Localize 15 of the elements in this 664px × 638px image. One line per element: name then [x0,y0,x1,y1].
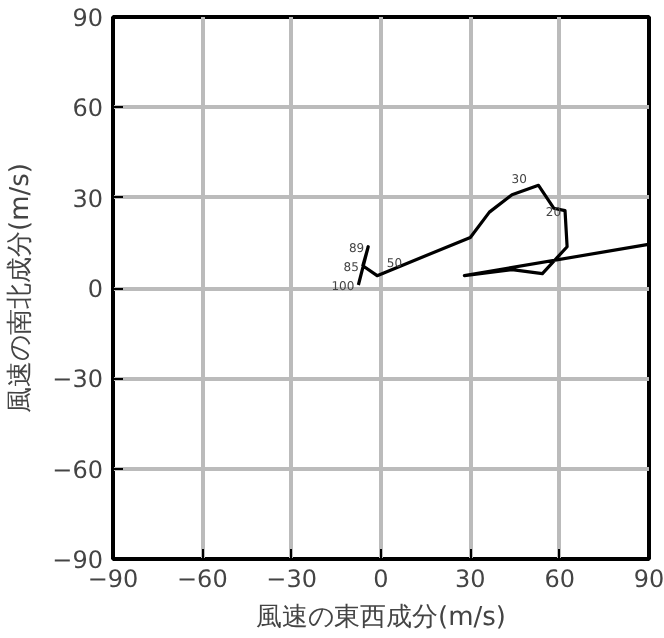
x-tick-label: −30 [266,565,317,593]
y-tick-label: −60 [52,455,104,484]
y-tick-label: −90 [52,546,104,574]
y-tick-label: 30 [72,184,104,213]
y-tick-label: 0 [87,275,104,303]
y-axis-title: 風速の南北成分(m/s) [6,163,37,413]
x-tick-label: 30 [455,565,486,593]
x-tick-label: −60 [177,565,228,593]
y-tick-label: 90 [72,4,104,32]
x-tick-label: 90 [633,565,664,593]
y-tick-label: 60 [72,94,104,123]
x-axis-title: 風速の東西成分(m/s) [256,603,506,633]
y-tick-label: −30 [52,365,104,394]
x-tick-label: 60 [544,565,575,593]
x-tick-label: 0 [373,565,389,593]
